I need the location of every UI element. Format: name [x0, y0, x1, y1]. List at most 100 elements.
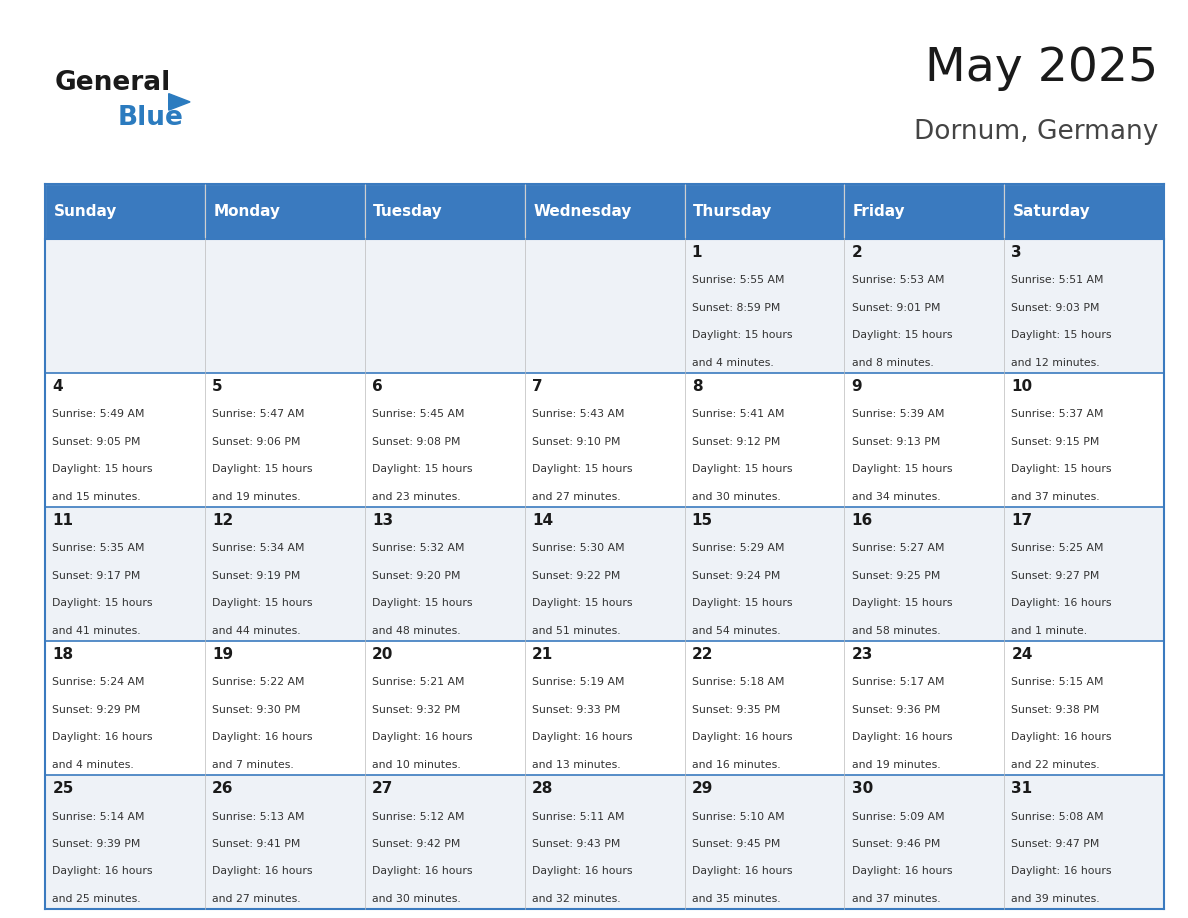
Text: Sunset: 9:29 PM: Sunset: 9:29 PM: [52, 705, 140, 715]
Bar: [684, 641, 845, 775]
Text: and 27 minutes.: and 27 minutes.: [532, 492, 620, 502]
Text: Sunrise: 5:55 AM: Sunrise: 5:55 AM: [691, 275, 784, 285]
Text: Sunrise: 5:11 AM: Sunrise: 5:11 AM: [532, 812, 625, 822]
Text: 16: 16: [852, 513, 873, 528]
Text: Sunset: 9:35 PM: Sunset: 9:35 PM: [691, 705, 781, 715]
Text: Sunset: 8:59 PM: Sunset: 8:59 PM: [691, 303, 781, 313]
Text: Daylight: 15 hours: Daylight: 15 hours: [372, 465, 473, 475]
Text: Daylight: 15 hours: Daylight: 15 hours: [532, 465, 632, 475]
Text: Sunrise: 5:10 AM: Sunrise: 5:10 AM: [691, 812, 784, 822]
Text: 14: 14: [532, 513, 552, 528]
Text: Sunset: 9:41 PM: Sunset: 9:41 PM: [213, 839, 301, 849]
Text: Sunset: 9:45 PM: Sunset: 9:45 PM: [691, 839, 781, 849]
Text: and 22 minutes.: and 22 minutes.: [1011, 760, 1100, 770]
Text: Sunset: 9:20 PM: Sunset: 9:20 PM: [372, 571, 461, 581]
Text: Daylight: 16 hours: Daylight: 16 hours: [213, 867, 312, 877]
Text: and 13 minutes.: and 13 minutes.: [532, 760, 620, 770]
Bar: [206, 507, 365, 641]
Text: Sunrise: 5:51 AM: Sunrise: 5:51 AM: [1011, 275, 1104, 285]
Text: Sunrise: 5:21 AM: Sunrise: 5:21 AM: [372, 677, 465, 688]
Bar: [684, 373, 845, 507]
Text: Sunday: Sunday: [53, 204, 116, 218]
Text: General: General: [55, 71, 171, 96]
Text: Sunset: 9:30 PM: Sunset: 9:30 PM: [213, 705, 301, 715]
Text: Dornum, Germany: Dornum, Germany: [914, 119, 1158, 145]
Text: Daylight: 15 hours: Daylight: 15 hours: [852, 599, 952, 609]
Text: Daylight: 16 hours: Daylight: 16 hours: [1011, 733, 1112, 743]
Text: Daylight: 16 hours: Daylight: 16 hours: [532, 733, 632, 743]
Text: 8: 8: [691, 379, 702, 394]
Text: and 27 minutes.: and 27 minutes.: [213, 894, 301, 904]
Bar: [845, 507, 1004, 641]
Text: Sunrise: 5:45 AM: Sunrise: 5:45 AM: [372, 409, 465, 420]
Text: Sunrise: 5:15 AM: Sunrise: 5:15 AM: [1011, 677, 1104, 688]
Bar: [206, 373, 365, 507]
Text: Sunset: 9:24 PM: Sunset: 9:24 PM: [691, 571, 781, 581]
Text: 29: 29: [691, 781, 713, 796]
Text: Tuesday: Tuesday: [373, 204, 443, 218]
Text: Blue: Blue: [118, 106, 183, 131]
Text: 30: 30: [852, 781, 873, 796]
Text: 18: 18: [52, 647, 74, 662]
Text: Daylight: 15 hours: Daylight: 15 hours: [852, 465, 952, 475]
Bar: [206, 775, 365, 909]
Bar: [45, 775, 206, 909]
Text: Sunset: 9:38 PM: Sunset: 9:38 PM: [1011, 705, 1100, 715]
Text: 12: 12: [213, 513, 233, 528]
Text: Thursday: Thursday: [693, 204, 772, 218]
Text: Sunrise: 5:25 AM: Sunrise: 5:25 AM: [1011, 543, 1104, 554]
Text: Daylight: 16 hours: Daylight: 16 hours: [52, 733, 153, 743]
Text: Sunrise: 5:39 AM: Sunrise: 5:39 AM: [852, 409, 944, 420]
Text: Sunset: 9:12 PM: Sunset: 9:12 PM: [691, 437, 781, 447]
Text: 24: 24: [1011, 647, 1032, 662]
Text: Sunrise: 5:08 AM: Sunrise: 5:08 AM: [1011, 812, 1104, 822]
Text: 21: 21: [532, 647, 554, 662]
Bar: [1004, 775, 1164, 909]
Text: 10: 10: [1011, 379, 1032, 394]
Bar: [845, 373, 1004, 507]
Text: and 19 minutes.: and 19 minutes.: [213, 492, 301, 502]
Text: Daylight: 16 hours: Daylight: 16 hours: [372, 733, 473, 743]
Polygon shape: [169, 94, 190, 110]
Text: and 4 minutes.: and 4 minutes.: [52, 760, 134, 770]
Text: Sunset: 9:47 PM: Sunset: 9:47 PM: [1011, 839, 1100, 849]
Bar: [684, 507, 845, 641]
Text: 31: 31: [1011, 781, 1032, 796]
Text: Sunrise: 5:53 AM: Sunrise: 5:53 AM: [852, 275, 944, 285]
Text: and 15 minutes.: and 15 minutes.: [52, 492, 141, 502]
Bar: [365, 775, 525, 909]
Text: Daylight: 16 hours: Daylight: 16 hours: [213, 733, 312, 743]
Text: Sunrise: 5:37 AM: Sunrise: 5:37 AM: [1011, 409, 1104, 420]
Text: Sunset: 9:05 PM: Sunset: 9:05 PM: [52, 437, 140, 447]
Text: 15: 15: [691, 513, 713, 528]
Bar: [525, 373, 684, 507]
Text: 28: 28: [532, 781, 554, 796]
Text: Sunset: 9:19 PM: Sunset: 9:19 PM: [213, 571, 301, 581]
Text: May 2025: May 2025: [925, 46, 1158, 91]
Text: Daylight: 16 hours: Daylight: 16 hours: [691, 733, 792, 743]
Text: and 58 minutes.: and 58 minutes.: [852, 626, 940, 636]
Text: Friday: Friday: [853, 204, 905, 218]
Text: Sunrise: 5:24 AM: Sunrise: 5:24 AM: [52, 677, 145, 688]
Text: Daylight: 15 hours: Daylight: 15 hours: [52, 465, 153, 475]
Text: Daylight: 16 hours: Daylight: 16 hours: [52, 867, 153, 877]
Text: Sunrise: 5:34 AM: Sunrise: 5:34 AM: [213, 543, 304, 554]
Text: Sunset: 9:27 PM: Sunset: 9:27 PM: [1011, 571, 1100, 581]
Text: 5: 5: [213, 379, 223, 394]
Text: and 34 minutes.: and 34 minutes.: [852, 492, 940, 502]
Bar: [45, 239, 206, 373]
Text: Sunrise: 5:30 AM: Sunrise: 5:30 AM: [532, 543, 625, 554]
Text: Daylight: 16 hours: Daylight: 16 hours: [1011, 599, 1112, 609]
Bar: [525, 641, 684, 775]
Bar: [365, 184, 525, 239]
Text: Sunrise: 5:14 AM: Sunrise: 5:14 AM: [52, 812, 145, 822]
Text: and 32 minutes.: and 32 minutes.: [532, 894, 620, 904]
Bar: [365, 641, 525, 775]
Text: Sunset: 9:10 PM: Sunset: 9:10 PM: [532, 437, 620, 447]
Text: and 4 minutes.: and 4 minutes.: [691, 358, 773, 368]
Text: and 30 minutes.: and 30 minutes.: [372, 894, 461, 904]
Text: Sunset: 9:32 PM: Sunset: 9:32 PM: [372, 705, 461, 715]
Text: and 37 minutes.: and 37 minutes.: [852, 894, 940, 904]
Text: Sunset: 9:22 PM: Sunset: 9:22 PM: [532, 571, 620, 581]
Bar: [845, 641, 1004, 775]
